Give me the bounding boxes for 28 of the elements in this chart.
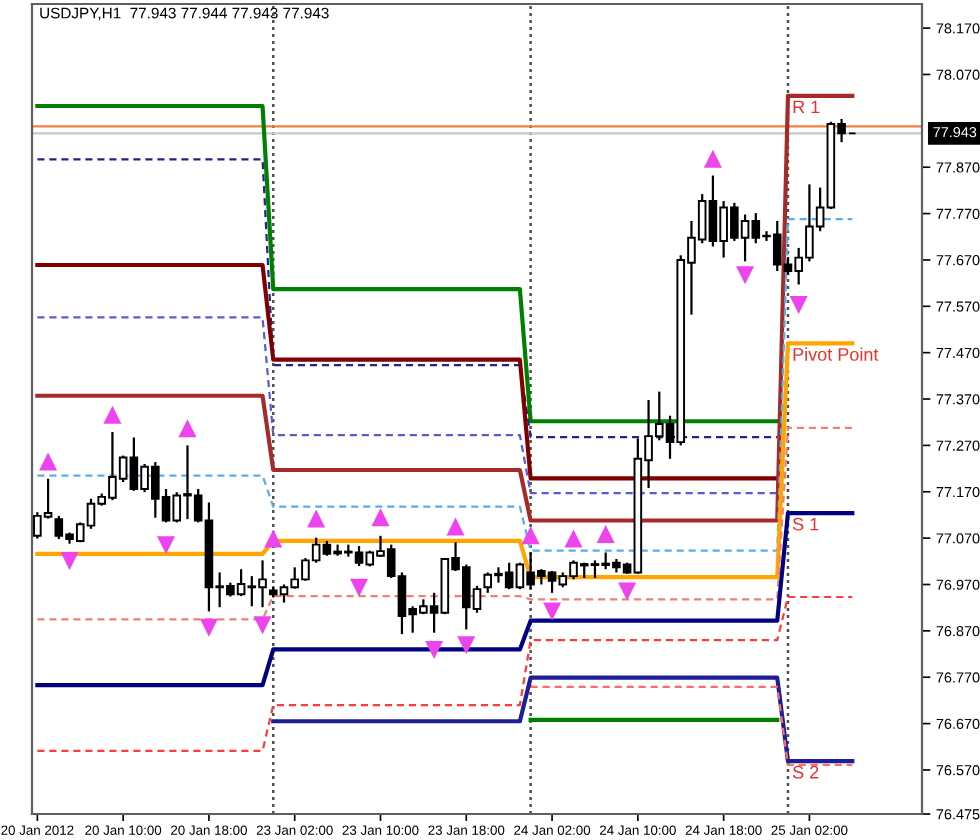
point [704,150,722,168]
series-label: Pivot Point [793,347,879,361]
point [425,640,443,658]
point [350,578,368,596]
series-label: R 1 [793,100,820,114]
point [618,582,636,600]
point [179,420,196,438]
point [522,527,540,545]
line-series [35,511,855,688]
point [790,295,808,313]
point [447,518,465,536]
point [457,636,475,654]
point [543,602,561,620]
point [61,551,79,569]
line-series [36,595,854,753]
point [264,530,282,548]
point [372,509,389,527]
point [254,616,272,634]
point [736,266,754,284]
point [200,618,218,636]
series-label: S 2 [792,765,819,779]
point [307,510,325,528]
point [157,536,175,554]
series-label: S 1 [792,517,819,531]
point [565,530,582,548]
point [39,453,57,471]
point [103,406,121,424]
point [597,525,615,543]
